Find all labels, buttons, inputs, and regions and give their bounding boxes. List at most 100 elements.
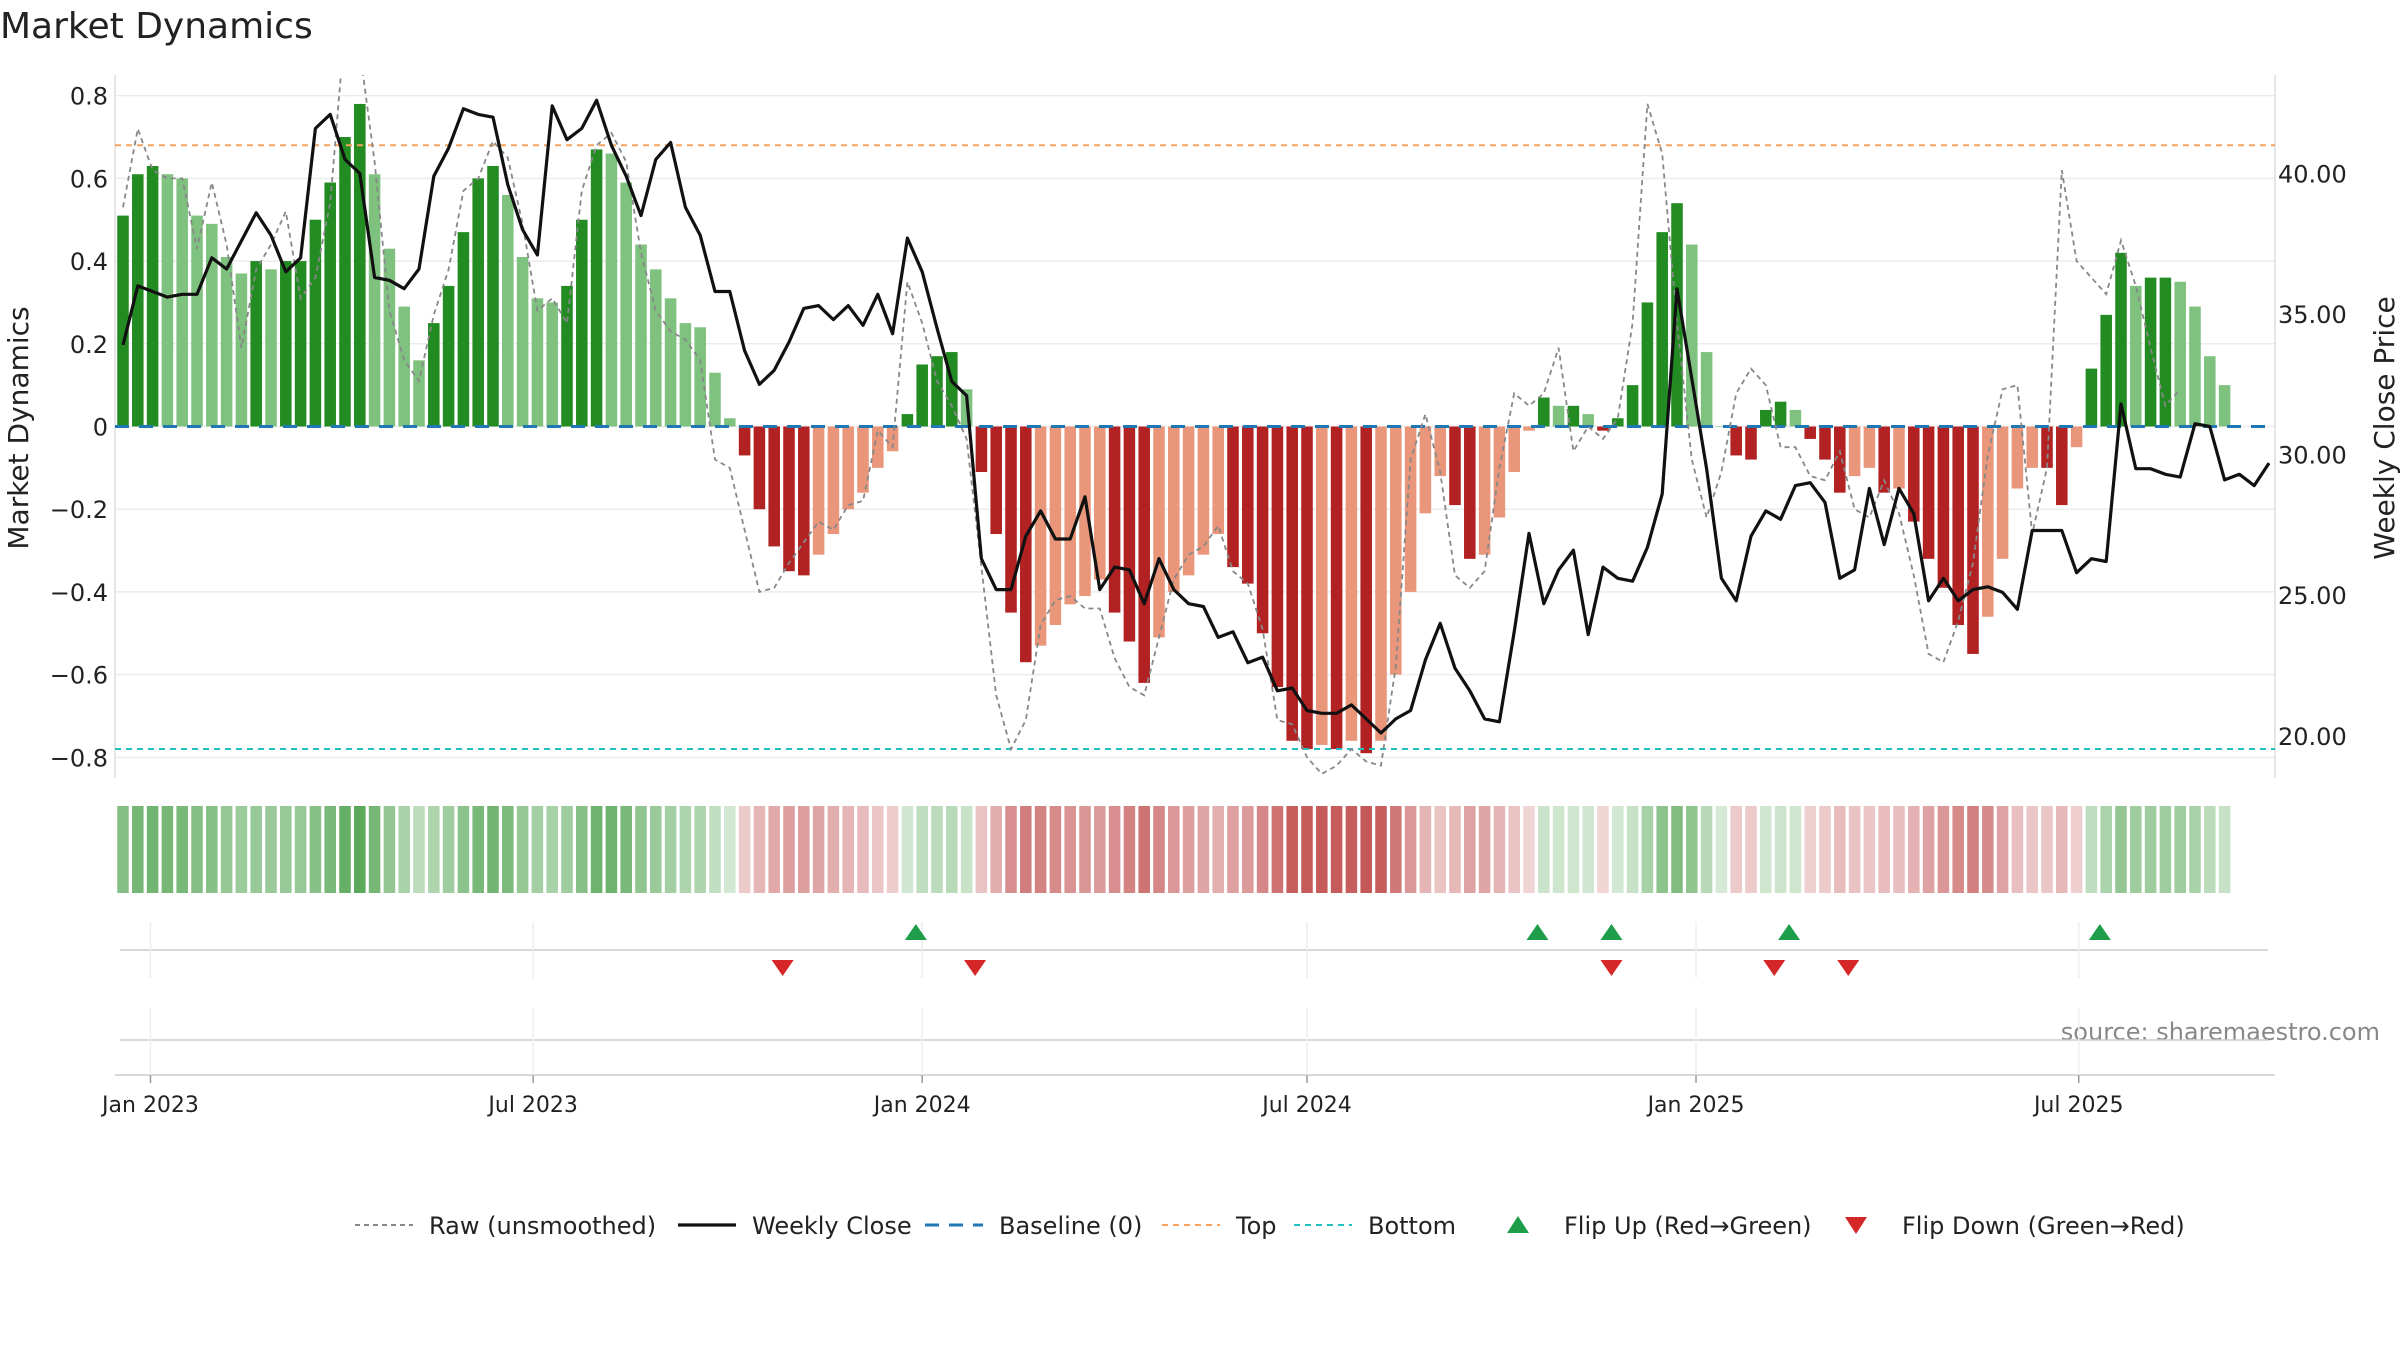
regime-cell bbox=[1982, 806, 1994, 893]
momentum-bar bbox=[1538, 397, 1550, 427]
momentum-bar bbox=[324, 182, 336, 427]
momentum-bar bbox=[1301, 426, 1313, 750]
y-tick-label: 0.6 bbox=[70, 165, 108, 193]
raw-series-line bbox=[122, 75, 2181, 776]
regime-cell bbox=[768, 806, 780, 893]
regime-cell bbox=[442, 806, 455, 893]
regime-cell bbox=[931, 806, 943, 893]
momentum-bar bbox=[1996, 426, 2009, 559]
momentum-bar bbox=[250, 261, 262, 427]
regime-cell bbox=[946, 806, 958, 893]
regime-cell bbox=[1819, 806, 1831, 893]
regime-cell bbox=[1020, 806, 1032, 893]
regime-cell bbox=[1952, 806, 1964, 893]
regime-cell bbox=[1715, 806, 1728, 893]
regime-cell bbox=[590, 806, 603, 893]
regime-cell bbox=[265, 806, 277, 893]
regime-cell bbox=[1138, 806, 1150, 893]
momentum-bar bbox=[1641, 302, 1654, 427]
momentum-bar bbox=[1049, 426, 1062, 625]
momentum-bar bbox=[368, 174, 381, 427]
legend-flip-up-swatch bbox=[1507, 1216, 1529, 1233]
regime-cell bbox=[2100, 806, 2112, 893]
momentum-bar bbox=[1242, 426, 1254, 584]
regime-cell bbox=[1597, 806, 1609, 893]
momentum-bar bbox=[1449, 426, 1461, 506]
regime-cell bbox=[161, 806, 174, 893]
regime-cell bbox=[1612, 806, 1624, 893]
momentum-bar bbox=[975, 426, 988, 472]
momentum-bar bbox=[1404, 426, 1417, 592]
regime-cell bbox=[1123, 806, 1136, 893]
legend-item: Baseline (0) bbox=[925, 1212, 1142, 1240]
momentum-bar bbox=[1212, 426, 1224, 535]
regime-cell bbox=[2085, 806, 2098, 893]
momentum-bar bbox=[1508, 426, 1520, 472]
momentum-bar bbox=[1819, 426, 1831, 460]
momentum-bar bbox=[1094, 426, 1106, 580]
momentum-bar bbox=[1464, 426, 1476, 559]
momentum-bar bbox=[798, 426, 810, 576]
momentum-bar bbox=[1390, 426, 1402, 675]
momentum-bar bbox=[354, 103, 366, 427]
momentum-bar bbox=[1760, 409, 1772, 427]
legend-item: Flip Up (Red→Green) bbox=[1507, 1212, 1812, 1240]
legend: Raw (unsmoothed) Weekly Close Baseline (0)… bbox=[355, 1212, 2185, 1240]
momentum-bar bbox=[590, 149, 603, 427]
regime-cell bbox=[1493, 806, 1506, 893]
regime-cell bbox=[1656, 806, 1668, 893]
regime-cell bbox=[1404, 806, 1417, 893]
momentum-bar bbox=[176, 178, 188, 427]
regime-cell bbox=[694, 806, 706, 893]
y-tick-label: 0.8 bbox=[70, 83, 108, 111]
x-tick-label: Jul 2025 bbox=[2032, 1093, 2124, 1118]
regime-cell bbox=[2026, 806, 2038, 893]
momentum-bar bbox=[901, 414, 914, 427]
momentum-bar bbox=[1271, 426, 1284, 688]
momentum-bar bbox=[2218, 385, 2231, 427]
momentum-bar bbox=[2026, 426, 2038, 468]
momentum-bar bbox=[1138, 426, 1150, 683]
regime-cell bbox=[1552, 806, 1565, 893]
regime-cell bbox=[1108, 806, 1121, 893]
legend-item: Top bbox=[1162, 1212, 1277, 1240]
momentum-bar bbox=[2041, 426, 2053, 468]
x-tick-label: Jan 2024 bbox=[872, 1093, 971, 1118]
momentum-bar bbox=[1345, 426, 1358, 741]
regime-cell bbox=[146, 806, 159, 893]
momentum-bar bbox=[946, 352, 958, 427]
momentum-bar bbox=[1848, 426, 1861, 477]
momentum-bar bbox=[1034, 426, 1047, 646]
momentum-bar bbox=[2070, 426, 2083, 448]
flip-up-marker bbox=[1600, 924, 1623, 940]
regime-cell bbox=[1153, 806, 1165, 893]
momentum-bar bbox=[487, 165, 499, 427]
momentum-bar bbox=[457, 232, 470, 427]
flip-up-marker bbox=[1526, 924, 1549, 940]
momentum-bar bbox=[2174, 281, 2186, 427]
momentum-bar bbox=[2130, 285, 2142, 427]
momentum-bar bbox=[576, 219, 588, 427]
regime-cell bbox=[457, 806, 470, 893]
momentum-bar bbox=[1952, 426, 1964, 625]
momentum-bar bbox=[1330, 426, 1343, 750]
momentum-bar bbox=[294, 261, 307, 427]
momentum-bar bbox=[738, 426, 751, 456]
regime-cell bbox=[1182, 806, 1195, 893]
regime-cell bbox=[220, 806, 233, 893]
regime-cell bbox=[516, 806, 529, 893]
regime-cell bbox=[1360, 806, 1372, 893]
regime-cell bbox=[827, 806, 840, 893]
momentum-bar bbox=[1671, 203, 1683, 427]
momentum-bar bbox=[309, 219, 322, 427]
momentum-bar bbox=[620, 182, 632, 427]
momentum-bar bbox=[1908, 426, 1920, 522]
regime-cell bbox=[635, 806, 647, 893]
y-tick-label: −0.4 bbox=[50, 579, 108, 607]
regime-cell bbox=[679, 806, 692, 893]
momentum-bar bbox=[413, 360, 425, 427]
y-tick-label: 0.2 bbox=[70, 331, 108, 359]
regime-cell bbox=[1686, 806, 1698, 893]
momentum-bar bbox=[664, 298, 677, 427]
regime-cell bbox=[1345, 806, 1358, 893]
